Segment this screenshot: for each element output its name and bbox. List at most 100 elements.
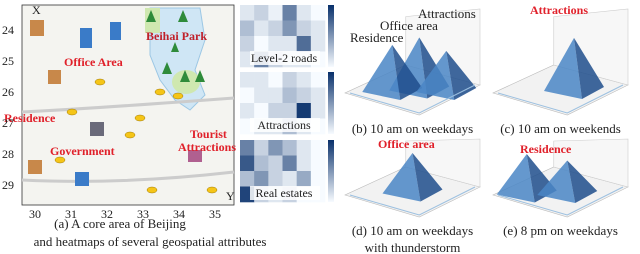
surface (497, 186, 624, 216)
plot-annotation: Office area (378, 137, 435, 151)
plot-annotation: Office area (380, 18, 438, 33)
heat-cell (254, 72, 269, 88)
x-tick-label: 31 (65, 207, 77, 221)
heat-cell (268, 103, 283, 119)
heat-cell (282, 72, 297, 88)
heat-cell (268, 20, 283, 37)
caption: (a) A core area of Beijing (54, 216, 186, 231)
y-tick-label: 24 (2, 23, 14, 37)
heat-cell (310, 103, 326, 119)
heat-cell (254, 103, 269, 119)
surface-peak (412, 153, 443, 202)
heat-cell (282, 171, 297, 187)
heatmap-label: Level-2 roads (251, 51, 318, 65)
heat-cell (268, 36, 283, 52)
x-tick-label: 32 (101, 207, 113, 221)
surface (349, 84, 476, 114)
heat-cell (254, 155, 269, 172)
y-tick-label: 25 (2, 54, 14, 68)
x-tick-label: 33 (137, 207, 149, 221)
caption: (c) 10 am on weekends (500, 121, 621, 136)
road (21, 96, 235, 114)
trees (146, 10, 205, 82)
surface-peak (416, 50, 455, 100)
heat-cell (254, 5, 269, 21)
label-bg (250, 186, 320, 200)
heat-cell (240, 36, 255, 52)
x-tick-label: 30 (29, 207, 41, 221)
label-bg (250, 118, 320, 132)
heat-cell (254, 87, 269, 104)
heat-cell (240, 87, 255, 104)
heat-cell (282, 20, 297, 37)
heat-cell (310, 5, 326, 21)
heat-cell (240, 72, 255, 88)
y-tick-label: 29 (2, 178, 14, 192)
heatmap-label: Attractions (257, 118, 311, 132)
map-label: Residence (4, 111, 56, 125)
heat-cell (268, 171, 283, 187)
colorbar (328, 140, 334, 202)
y-tick-label: 27 (2, 116, 14, 130)
heat-cell (254, 140, 269, 156)
surface-peak (574, 37, 604, 99)
surface (497, 84, 624, 114)
caption: (b) 10 am on weekdays (352, 121, 473, 136)
heat-cell (240, 20, 255, 37)
surface-peak (496, 154, 535, 203)
surface-peak (567, 160, 598, 203)
buildings (28, 20, 202, 186)
heat-cell (240, 140, 255, 156)
colorbar (328, 5, 334, 67)
heat-cell (240, 103, 255, 119)
heat-cell (310, 72, 326, 88)
heat-cell (310, 155, 326, 172)
heat-cell (310, 171, 326, 187)
axis-label: X (32, 3, 41, 17)
caption: with thunderstorm (365, 240, 461, 254)
surface-peak (544, 37, 582, 99)
surface-peak (392, 44, 423, 100)
heatmap-label: Real estates (256, 186, 313, 200)
y-tick-label: 28 (2, 147, 14, 161)
heat-cell (296, 72, 312, 88)
surface-peak (382, 153, 421, 202)
heat-cell (268, 87, 283, 104)
heat-cell (296, 5, 312, 21)
caption: and heatmaps of several geospatial attri… (34, 234, 267, 249)
label-bg (250, 51, 320, 65)
plot-annotation: Residence (520, 142, 572, 156)
caption: (d) 10 am on weekdays (352, 223, 473, 238)
heat-cell (268, 140, 283, 156)
heat-cell (296, 155, 312, 172)
heat-cell (282, 5, 297, 21)
map-label: Office Area (64, 55, 123, 69)
heat-cell (296, 87, 312, 104)
axis-label: Y (226, 189, 235, 203)
heat-cell (296, 103, 312, 119)
map-label: Beihai Park (146, 29, 207, 43)
plot-annotation: Residence (350, 30, 404, 45)
heat-cell (268, 72, 283, 88)
map-label: Attractions (178, 140, 236, 154)
colorbar (328, 72, 334, 134)
y-tick-label: 26 (2, 85, 14, 99)
heat-cell (296, 20, 312, 37)
plot-annotation: Attractions (530, 3, 588, 17)
map: Beihai Park Office Area Residence Govern… (2, 3, 236, 221)
road (21, 170, 235, 183)
plot-annotation: Attractions (418, 6, 476, 21)
heat-cell (282, 103, 297, 119)
heat-cell (254, 36, 269, 52)
map-label: Tourist (190, 127, 227, 141)
surface-peak (362, 44, 401, 100)
heat-cell (240, 5, 255, 21)
plot-wall (405, 138, 481, 188)
heat-cell (296, 171, 312, 187)
x-tick-label: 34 (173, 207, 185, 221)
surface (349, 186, 476, 216)
x-tick-label: 35 (209, 207, 221, 221)
map-label: Government (50, 144, 115, 158)
caption: (e) 8 pm on weekdays (503, 223, 618, 238)
heat-cell (282, 140, 297, 156)
